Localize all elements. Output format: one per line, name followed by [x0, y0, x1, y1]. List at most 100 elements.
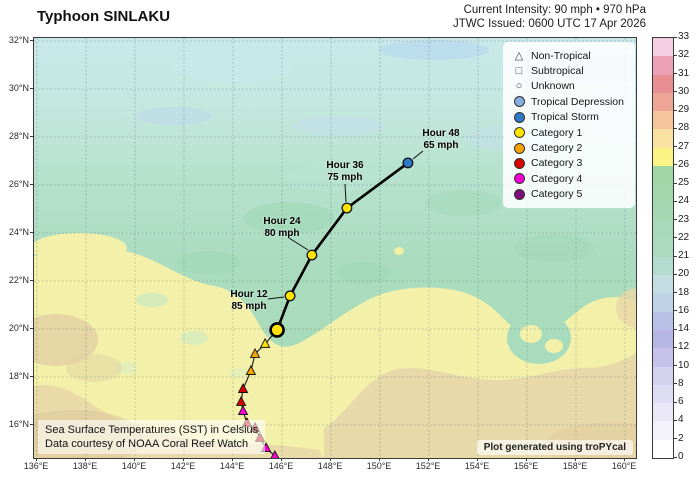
- colorbar-tickmark: [673, 383, 677, 385]
- x-tick-label: 150°E: [366, 461, 392, 471]
- y-tick-label: 32°N: [8, 35, 29, 45]
- x-tick-label: 146°E: [268, 461, 294, 471]
- header-info: Current Intensity: 90 mph • 970 hPa JTWC…: [453, 3, 646, 31]
- colorbar-tickmark: [673, 109, 677, 111]
- colorbar-tick-label: 31: [678, 67, 690, 79]
- circle-icon: [507, 96, 531, 108]
- colorbar-tick-label: 14: [678, 323, 690, 335]
- colorbar-tick-label: 22: [678, 231, 690, 243]
- colorbar-tickmark: [673, 310, 677, 312]
- x-tickmark: [526, 458, 527, 461]
- triangle-outline-icon: △: [514, 49, 524, 62]
- x-tickmark: [183, 458, 184, 461]
- legend-label: Non-Tropical: [531, 49, 591, 62]
- observed-point-2: [245, 365, 257, 375]
- colorbar-tickmark: [673, 54, 677, 56]
- x-tickmark: [36, 458, 37, 461]
- y-tick-label: 20°N: [8, 323, 29, 333]
- legend-item-non-tropical: △ Non-Tropical: [507, 48, 635, 63]
- circle-icon: [507, 157, 531, 169]
- colorbar-tick-label: 10: [678, 359, 690, 371]
- colorbar-bin: [653, 110, 673, 130]
- y-tickmark: [30, 280, 33, 281]
- y-tickmark: [30, 40, 33, 41]
- colorbar-bin: [653, 238, 673, 258]
- colorbar-tickmark: [673, 456, 677, 458]
- forecast-point-hour-36: [341, 202, 353, 214]
- legend-item-category-1: Category 1: [507, 125, 635, 140]
- colorbar-bin: [653, 347, 673, 367]
- legend-item-tropical-depression: Tropical Depression: [507, 94, 635, 109]
- y-tickmark: [30, 376, 33, 377]
- colorbar-tickmark: [673, 73, 677, 75]
- colorbar-bin: [653, 329, 673, 349]
- y-tick-label: 16°N: [8, 419, 29, 429]
- colorbar-bin: [653, 439, 673, 458]
- x-tick-label: 138°E: [72, 461, 98, 471]
- colorbar-bin: [653, 183, 673, 203]
- legend-item-category-2: Category 2: [507, 140, 635, 155]
- y-tick-label: 30°N: [8, 83, 29, 93]
- colorbar-tick-label: 18: [678, 286, 690, 298]
- colorbar-tick-label: 2: [678, 432, 684, 444]
- colorbar-tickmark: [673, 127, 677, 129]
- current-intensity-text: Current Intensity: 90 mph • 970 hPa: [463, 4, 646, 16]
- colorbar-tick-label: 27: [678, 140, 690, 152]
- x-tick-label: 140°E: [121, 461, 147, 471]
- x-tick-label: 142°E: [170, 461, 196, 471]
- y-tick-label: 22°N: [8, 275, 29, 285]
- colorbar-tickmark: [673, 273, 677, 275]
- x-tick-label: 148°E: [317, 461, 343, 471]
- x-tickmark: [477, 458, 478, 461]
- colorbar-bin: [653, 384, 673, 404]
- y-tickmark: [30, 232, 33, 233]
- colorbar-tick-label: 6: [678, 396, 684, 408]
- y-tick-label: 24°N: [8, 227, 29, 237]
- legend-item-tropical-storm: Tropical Storm: [507, 110, 635, 125]
- colorbar-bin: [653, 74, 673, 93]
- x-tickmark: [379, 458, 380, 461]
- observed-point-0: [259, 337, 271, 348]
- colorbar-tickmark: [673, 219, 677, 221]
- legend-label: Category 2: [531, 142, 583, 155]
- colorbar-bin: [653, 165, 673, 185]
- circle-icon: [507, 173, 531, 185]
- colorbar-bin: [653, 92, 673, 112]
- y-tickmark: [30, 88, 33, 89]
- y-tickmark: [30, 328, 33, 329]
- x-tick-label: 156°E: [513, 461, 539, 471]
- colorbar-tickmark: [673, 365, 677, 367]
- colorbar-tick-label: 0: [678, 451, 684, 462]
- colorbar-tick-label: 26: [678, 158, 690, 170]
- colorbar-tickmark: [673, 200, 677, 202]
- colorbar-bin: [653, 37, 673, 57]
- colorbar-tick-label: 29: [678, 104, 690, 116]
- x-tick-label: 160°E: [611, 461, 637, 471]
- colorbar-bin: [653, 366, 673, 385]
- colorbar-tickmark: [673, 164, 677, 166]
- colorbar-bin: [653, 421, 673, 440]
- issued-text: JTWC Issued: 0600 UTC 17 Apr 2026: [452, 18, 646, 30]
- colorbar-bin: [653, 201, 673, 221]
- colorbar-tick-label: 23: [678, 213, 690, 225]
- legend-item-category-4: Category 4: [507, 171, 635, 186]
- legend-label: Category 5: [531, 188, 583, 201]
- x-tickmark: [575, 458, 576, 461]
- legend-item-category-3: Category 3: [507, 156, 635, 171]
- x-tickmark: [281, 458, 282, 461]
- colorbar-tick-label: 25: [678, 177, 690, 189]
- circle-outline-icon: ○: [515, 80, 523, 93]
- observed-point-4: [235, 395, 247, 406]
- observed-point-1: [249, 347, 261, 358]
- colorbar-tick-label: 32: [678, 49, 690, 61]
- colorbar-bin: [653, 293, 673, 312]
- legend-item-unknown: ○ Unknown: [507, 79, 635, 94]
- colorbar-tickmark: [673, 346, 677, 348]
- observed-point-10: [270, 449, 280, 458]
- forecast-point-hour-48: [402, 157, 414, 169]
- colorbar-tickmark: [673, 36, 677, 38]
- colorbar-tick-label: 24: [678, 195, 690, 207]
- colorbar-tick-label: 28: [678, 122, 690, 134]
- x-tick-label: 154°E: [464, 461, 490, 471]
